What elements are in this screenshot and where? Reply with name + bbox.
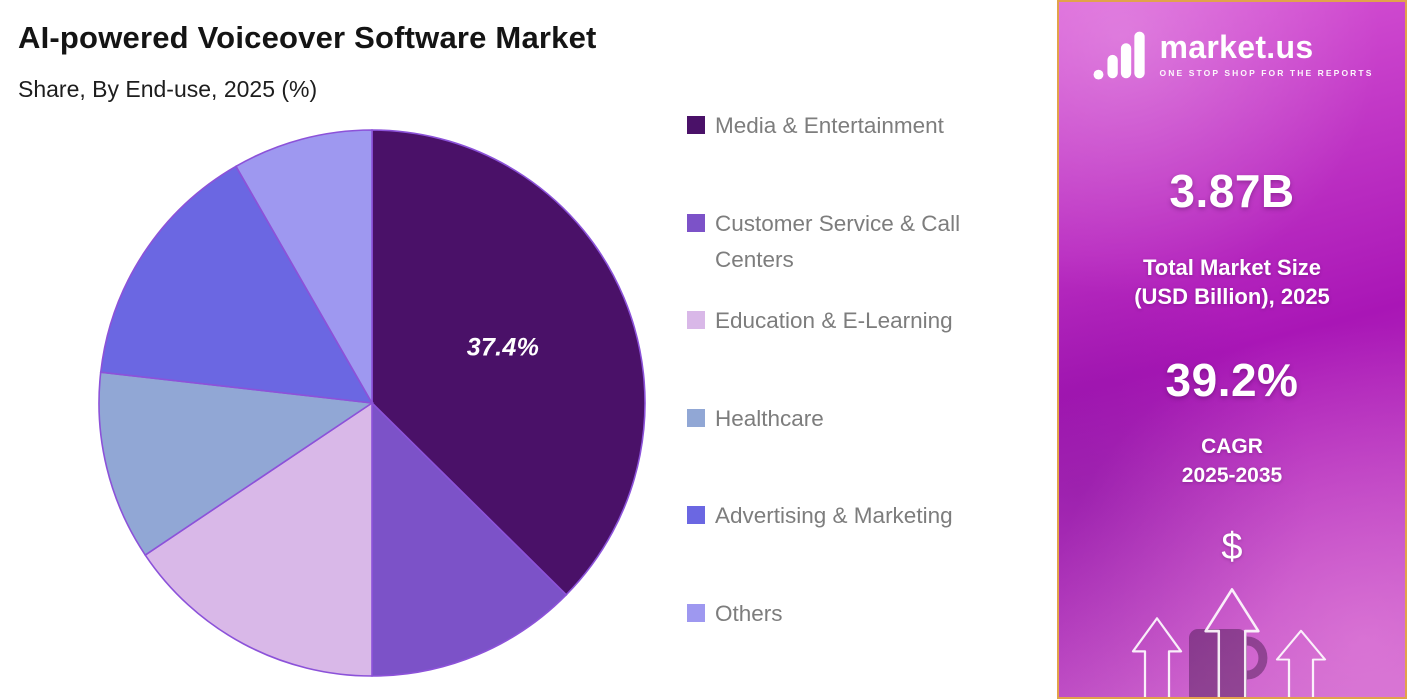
cagr-value: 39.2% (1165, 354, 1299, 407)
legend-label: Media & Entertainment (715, 113, 944, 138)
legend-label: Education & E-Learning (715, 308, 953, 333)
up-arrow-icon (1131, 617, 1183, 697)
legend-item-advertising: Advertising & Marketing (687, 498, 1035, 596)
up-arrow-icon (1275, 629, 1327, 697)
market-size-label-line1: Total Market Size (1142, 255, 1322, 280)
pie-chart: 37.4% (95, 126, 649, 680)
pie-slice-0 (371, 129, 646, 596)
legend-swatch-others (687, 603, 705, 622)
market-size-label: Total Market Size (USD Billion), 2025 (1059, 254, 1405, 311)
legend-item-customer-service: Customer Service & Call Centers (687, 206, 1035, 304)
chart-title: AI-powered Voiceover Software Market (18, 20, 597, 55)
dollar-symbol: $ (1221, 525, 1243, 568)
up-arrow-icon (1204, 588, 1260, 697)
legend-label: Healthcare (715, 405, 824, 431)
legend-item-healthcare: Healthcare (687, 401, 1035, 499)
pie-slice-2 (144, 401, 373, 677)
legend-swatch-customer-service (687, 213, 705, 232)
brand-tagline: ONE STOP SHOP FOR THE REPORTS (1159, 67, 1374, 78)
legend-item-others: Others (687, 596, 1035, 694)
brand-sidebar: market.us ONE STOP SHOP FOR THE REPORTS … (1057, 0, 1407, 699)
legend-swatch-advertising (687, 506, 705, 524)
marketus-logo: market.us ONE STOP SHOP FOR THE REPORTS (1059, 28, 1405, 80)
legend-label: Others (715, 600, 783, 626)
legend-label: Advertising & Marketing (715, 503, 953, 528)
cagr-label-line1: CAGR (1201, 435, 1263, 459)
cagr-label-line2: 2025-2035 (1181, 463, 1283, 487)
marketus-logo-icon (1093, 31, 1145, 80)
pie-svg (98, 129, 646, 677)
market-size-label-line2: (USD Billion), 2025 (1134, 283, 1330, 309)
market-size-value: 3.87B (1169, 165, 1295, 217)
legend-item-education: Education & E-Learning (687, 303, 1035, 401)
pie-slice-3 (98, 371, 375, 557)
pie-slice-5 (234, 129, 373, 406)
legend-item-media-entertainment: Media & Entertainment (687, 108, 1035, 206)
legend-swatch-healthcare (687, 408, 705, 427)
brand-text: market.us ONE STOP SHOP FOR THE REPORTS (1160, 31, 1374, 78)
pie-slice-value-label: 37.4% (466, 333, 540, 362)
legend-swatch-media-entertainment (687, 116, 705, 134)
pie-slice-1 (371, 401, 568, 677)
pie-slice-4 (99, 165, 374, 404)
legend-swatch-education (687, 311, 705, 329)
legend-label: Customer Service & Call Centers (715, 210, 961, 272)
cagr-label: CAGR 2025-2035 (1059, 433, 1405, 490)
chart-subtitle: Share, By End-use, 2025 (%) (18, 76, 318, 102)
chart-legend: Media & Entertainment Customer Service &… (687, 108, 1035, 693)
brand-name: market.us (1159, 28, 1314, 65)
